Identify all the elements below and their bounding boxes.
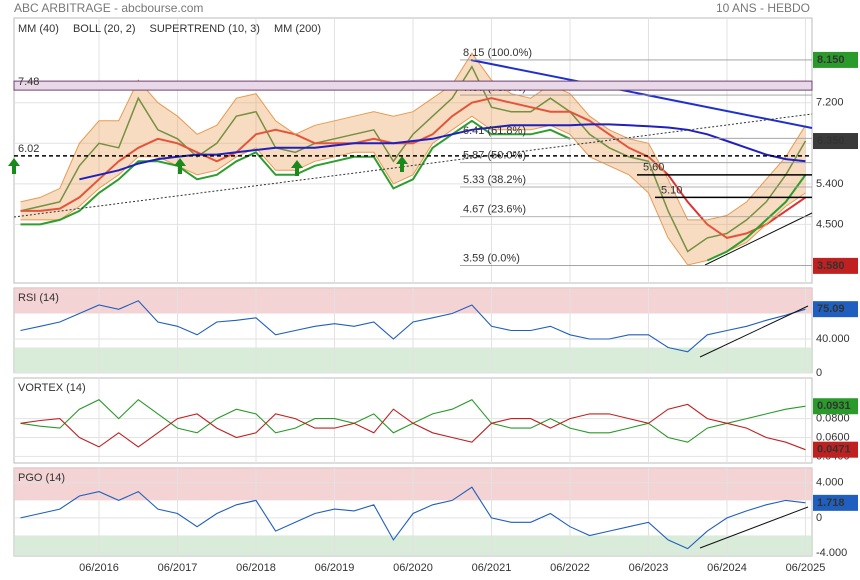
value-marker-label: 8.150 bbox=[817, 54, 845, 66]
value-marker bbox=[813, 441, 858, 458]
series-line bbox=[20, 300, 806, 353]
level-label: 5.10 bbox=[661, 184, 682, 196]
value-marker bbox=[813, 301, 858, 318]
trendline bbox=[699, 305, 809, 358]
value-marker-label: 3.580 bbox=[817, 260, 845, 272]
legend-entry: MM (40) bbox=[18, 23, 59, 35]
plot-area bbox=[20, 52, 807, 550]
legend-entry: BOLL (20, 2) bbox=[73, 23, 136, 35]
level-band bbox=[13, 80, 813, 91]
y-tick-label: 4.000 bbox=[816, 477, 844, 489]
x-tick-label: 06/2018 bbox=[236, 562, 276, 574]
x-tick-label: 06/2024 bbox=[707, 562, 747, 574]
value-marker-label: 1.718 bbox=[817, 497, 845, 509]
series-line bbox=[20, 403, 806, 451]
level-label: 5.60 bbox=[643, 162, 664, 174]
fib-label: 4.67 (23.6%) bbox=[463, 204, 526, 216]
boll-lower bbox=[20, 115, 806, 266]
y-tick-label: 40.000 bbox=[816, 333, 850, 345]
boll-fill bbox=[20, 53, 806, 265]
y-tick-label: 0.0800 bbox=[816, 413, 850, 425]
x-tick-label: 06/2023 bbox=[629, 562, 669, 574]
chart-subtitle: 10 ANS - HEBDO bbox=[716, 1, 810, 15]
y-tick-label: 0 bbox=[816, 367, 822, 379]
legend-entry: SUPERTREND (10, 3) bbox=[150, 23, 260, 35]
value-marker bbox=[813, 133, 858, 150]
value-marker bbox=[813, 398, 858, 415]
level-label: 7.48 bbox=[18, 76, 39, 88]
x-tick-label: 06/2017 bbox=[158, 562, 198, 574]
y-tick-label: 4.500 bbox=[816, 218, 844, 230]
value-marker-label: 75.09 bbox=[817, 303, 845, 315]
level-label: 6.02 bbox=[18, 143, 39, 155]
panel-title: PGO (14) bbox=[18, 472, 65, 484]
fib-label: 6.41 (61.8%) bbox=[463, 125, 526, 137]
signal-arrow bbox=[174, 158, 186, 174]
signal-arrow bbox=[396, 156, 408, 172]
value-marker bbox=[813, 257, 858, 274]
value-marker bbox=[813, 51, 858, 68]
series-line bbox=[20, 65, 807, 253]
value-marker-label: 0.0931 bbox=[817, 400, 851, 412]
panels bbox=[13, 17, 813, 557]
value-marker-label: 0.0471 bbox=[817, 444, 851, 456]
x-tick-label: 06/2016 bbox=[79, 562, 119, 574]
signal-arrow bbox=[291, 160, 303, 176]
y-tick-label: 5.400 bbox=[816, 178, 844, 190]
fib-label: 5.33 (38.2%) bbox=[463, 174, 526, 186]
series-line bbox=[20, 97, 807, 239]
trendline bbox=[699, 506, 809, 549]
x-tick-label: 06/2025 bbox=[786, 562, 826, 574]
trendline bbox=[704, 212, 813, 266]
series-line bbox=[20, 486, 806, 550]
panel-title: VORTEX (14) bbox=[18, 382, 86, 394]
legend-entry: MM (200) bbox=[274, 23, 321, 35]
y-tick-label: 7.200 bbox=[816, 97, 844, 109]
x-tick-label: 06/2022 bbox=[550, 562, 590, 574]
fib-label: 3.59 (0.0%) bbox=[463, 252, 520, 264]
trendline bbox=[470, 59, 813, 129]
fib-label: 8.15 (100.0%) bbox=[463, 47, 532, 59]
value-marker-label: 6.350 bbox=[817, 135, 845, 147]
y-tick-label: -4.000 bbox=[816, 547, 847, 559]
y-tick-label: 0.0600 bbox=[816, 431, 850, 443]
x-tick-label: 06/2019 bbox=[315, 562, 355, 574]
x-tick-label: 06/2020 bbox=[393, 562, 433, 574]
y-tick-label: 0 bbox=[816, 512, 822, 524]
panel-title: RSI (14) bbox=[18, 292, 59, 304]
x-tick-label: 06/2021 bbox=[472, 562, 512, 574]
value-marker bbox=[813, 494, 858, 511]
signal-arrow bbox=[8, 158, 20, 174]
boll-upper bbox=[20, 52, 806, 221]
fib-label: 5.87 (50.0%) bbox=[463, 150, 526, 162]
chart-title: ABC ARBITRAGE - abcbourse.com bbox=[14, 1, 203, 15]
series-line bbox=[79, 123, 806, 181]
